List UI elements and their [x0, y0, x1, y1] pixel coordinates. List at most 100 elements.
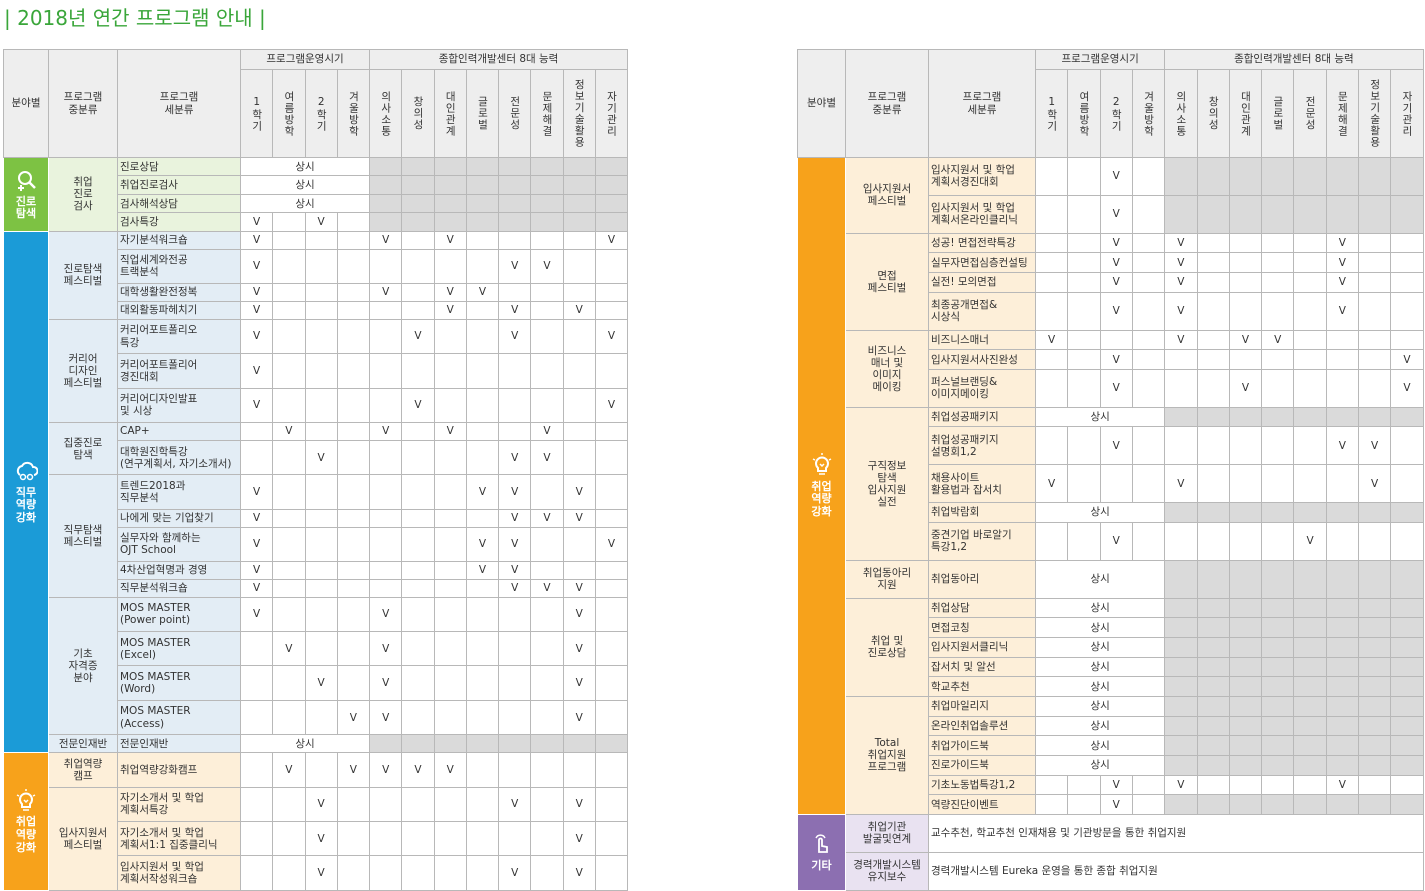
ability-cell [498, 156, 532, 177]
period-cell [1131, 272, 1166, 293]
program-cell: 온라인취업솔루션 [928, 715, 1036, 737]
group-cell: 커리어 디자인 페스티벌 [48, 318, 118, 424]
ability-cell [1293, 774, 1327, 796]
period-cell [1131, 291, 1166, 331]
vertical-label: 전문성 [508, 96, 521, 131]
program-cell: 자기소개서 및 학업 계획서1:1 집중클리닉 [117, 820, 241, 857]
period-cell: 상시 [1034, 695, 1166, 717]
group-cell: 면접 페스티벌 [845, 232, 929, 331]
ability-cell [1293, 794, 1327, 815]
ability-cell [1164, 426, 1198, 466]
vertical-label: 정보기술활용 [1368, 79, 1381, 148]
ability-cell: V [369, 665, 403, 701]
ability-cell [1196, 502, 1230, 523]
ability-cell [1196, 368, 1230, 408]
ability-cell: V [562, 699, 596, 736]
period-cell [239, 820, 274, 857]
ability-cell [1357, 406, 1392, 428]
period-cell [1067, 521, 1101, 561]
period-cell [1067, 252, 1101, 274]
ability-cell: V [1357, 426, 1392, 466]
ability-cell [1228, 464, 1263, 504]
program-cell: 커리어포트폴리어 경진대회 [117, 353, 241, 389]
ability-cell: V [1325, 232, 1360, 254]
ability-cell: V [562, 596, 596, 633]
ability-cell [1293, 232, 1327, 254]
table-row: 직무탐색 페스티벌 트렌드2018과 직무분석 V V V V [4, 474, 629, 598]
ability-cell: V [1228, 329, 1263, 351]
ability-cell [1325, 349, 1360, 370]
ability-cell [1293, 349, 1327, 370]
ability-cell [562, 734, 596, 754]
program-cell: 퍼스널브랜딩& 이미지메이킹 [928, 368, 1036, 408]
period-cell [336, 631, 371, 667]
group-cell: 집중진로 탐색 [48, 421, 118, 476]
ability-cell [498, 283, 532, 302]
header-cell: 전문성 [498, 69, 532, 158]
program-cell: 검사해석상담 [117, 193, 241, 214]
ability-cell [594, 422, 629, 441]
ability-cell [433, 665, 467, 701]
ability-cell [1196, 406, 1230, 428]
ability-cell [433, 387, 467, 424]
period-cell: V [272, 631, 306, 667]
ability-cell [1325, 617, 1360, 638]
group-cell: 기초 자격증 분야 [48, 596, 118, 736]
vertical-label: 문제해결 [540, 90, 553, 137]
ability-cell [1228, 676, 1263, 697]
table-row: 입사지원서 및 학업 계획서온라인클리닉 V [798, 194, 1424, 234]
ability-cell [433, 474, 467, 510]
ability-cell [465, 193, 500, 214]
ability-cell [498, 422, 532, 441]
ability-cell [1293, 676, 1327, 697]
ability-cell [562, 387, 596, 424]
program-cell: 대외활동파헤치기 [117, 300, 241, 320]
ability-cell [1325, 794, 1360, 815]
ability-cell [1164, 521, 1198, 561]
period-cell [1034, 232, 1069, 254]
period-cell: 상시 [1034, 617, 1166, 638]
ability-cell [1390, 656, 1424, 678]
ability-cell: V [1164, 252, 1198, 274]
ability-cell: V [465, 526, 500, 562]
period-cell: V [1099, 194, 1133, 234]
ability-cell [530, 474, 564, 510]
table-row: 검사특강 V V [4, 212, 629, 232]
program-cell: 자기소개서 및 학업 계획서특강 [117, 786, 241, 822]
header-cell: 1학기 [1034, 69, 1069, 158]
header-cell: 1학기 [239, 69, 274, 158]
vertical-label: 의사소통 [1174, 90, 1187, 137]
ability-cell: V [1390, 368, 1424, 408]
program-cell: 기초노동법특강1,2 [928, 774, 1036, 796]
header-cell: 자기관리 [1390, 69, 1424, 158]
ability-cell [1357, 636, 1392, 658]
ability-cell [530, 596, 564, 633]
period-cell: 상시 [1034, 754, 1166, 776]
ability-cell [562, 212, 596, 232]
group-cell: 전문인재반 [48, 734, 118, 754]
ability-cell [1293, 157, 1327, 196]
header-cell: 프로그램운영시기 [239, 49, 371, 70]
ability-cell [401, 665, 435, 701]
header-cell: 대인관계 [1228, 69, 1263, 158]
ability-cell [1261, 157, 1295, 196]
section-cell: 진로 탐색 [3, 157, 49, 232]
ability-cell [401, 734, 435, 754]
ability-cell: V [530, 578, 564, 598]
ability-cell [1390, 754, 1424, 776]
ability-cell [530, 353, 564, 389]
period-cell: 상시 [1034, 406, 1166, 428]
table-row: 취업 및 진로상담 취업상담 상시 [798, 597, 1424, 697]
header-cell: 의사소통 [1164, 69, 1198, 158]
period-cell [336, 318, 371, 355]
ability-cell [433, 734, 467, 754]
ability-cell: V [369, 230, 403, 250]
ability-cell [1357, 754, 1392, 776]
period-cell [336, 560, 371, 580]
period-cell [336, 820, 371, 857]
period-cell [304, 526, 338, 562]
ability-cell [1293, 656, 1327, 678]
ability-cell [1390, 597, 1424, 619]
ability-cell [594, 248, 629, 285]
ability-cell [433, 175, 467, 195]
